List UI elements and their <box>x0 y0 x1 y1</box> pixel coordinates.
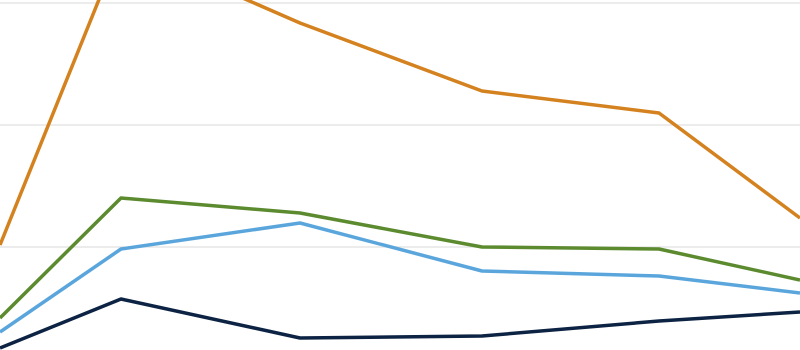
series-line <box>0 221 800 334</box>
series-line <box>0 196 800 320</box>
series-line <box>0 0 800 246</box>
series-line <box>0 297 800 350</box>
